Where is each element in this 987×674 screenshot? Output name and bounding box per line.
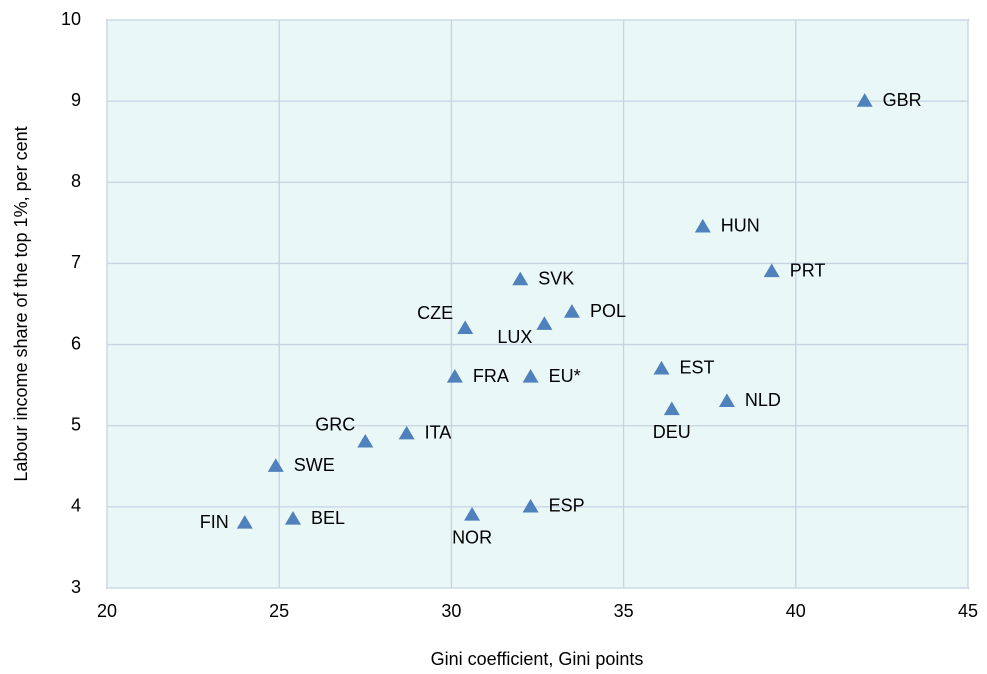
marker bbox=[563, 304, 580, 318]
y-tick-label: 5 bbox=[71, 414, 81, 434]
marker bbox=[236, 515, 253, 529]
marker bbox=[357, 433, 374, 448]
x-tick-label: 20 bbox=[97, 601, 117, 621]
point-label: FRA bbox=[473, 366, 509, 386]
marker bbox=[267, 458, 284, 472]
point-label: LUX bbox=[497, 327, 532, 347]
marker bbox=[398, 425, 415, 440]
x-tick-label: 25 bbox=[269, 601, 289, 621]
point-label: HUN bbox=[721, 216, 760, 236]
marker bbox=[653, 360, 670, 375]
point-label: ITA bbox=[425, 423, 452, 443]
point-label: FIN bbox=[200, 512, 229, 532]
point-label: EU* bbox=[549, 366, 581, 386]
marker bbox=[446, 369, 463, 383]
y-tick-label: 4 bbox=[71, 496, 81, 516]
marker bbox=[856, 93, 873, 107]
point-label: EST bbox=[679, 358, 714, 378]
marker bbox=[284, 511, 301, 525]
y-tick-label: 6 bbox=[71, 333, 81, 353]
point-label: PRT bbox=[790, 260, 826, 280]
point-label: SWE bbox=[294, 455, 335, 475]
marker bbox=[694, 218, 711, 233]
point-label: GRC bbox=[315, 415, 355, 435]
x-tick-label: 35 bbox=[614, 601, 634, 621]
point-label: ESP bbox=[549, 496, 585, 516]
marker bbox=[512, 271, 529, 286]
y-tick-label: 3 bbox=[71, 577, 81, 597]
x-tick-label: 40 bbox=[786, 601, 806, 621]
x-tick-label: 45 bbox=[958, 601, 978, 621]
point-label: NLD bbox=[745, 390, 781, 410]
point-label: GBR bbox=[883, 90, 922, 110]
marker bbox=[536, 316, 553, 330]
marker bbox=[464, 506, 481, 521]
x-axis-label: Gini coefficient, Gini points bbox=[431, 649, 644, 669]
point-label: DEU bbox=[653, 422, 691, 442]
y-tick-label: 9 bbox=[71, 90, 81, 110]
point-label: SVK bbox=[538, 268, 574, 288]
marker bbox=[763, 263, 780, 278]
point-label: NOR bbox=[452, 528, 492, 548]
marker bbox=[522, 498, 539, 513]
y-tick-label: 7 bbox=[71, 252, 81, 272]
y-axis-label: Labour income share of the top 1%, per c… bbox=[11, 126, 31, 481]
y-tick-label: 8 bbox=[71, 171, 81, 191]
point-label: POL bbox=[590, 301, 626, 321]
marker bbox=[457, 320, 474, 334]
marker bbox=[718, 393, 735, 407]
point-label: CZE bbox=[417, 303, 453, 323]
marker bbox=[522, 369, 539, 383]
marker bbox=[663, 401, 680, 416]
plot-area bbox=[106, 19, 969, 589]
point-label: BEL bbox=[311, 508, 345, 528]
x-tick-label: 30 bbox=[441, 601, 461, 621]
y-tick-label: 10 bbox=[61, 9, 81, 29]
